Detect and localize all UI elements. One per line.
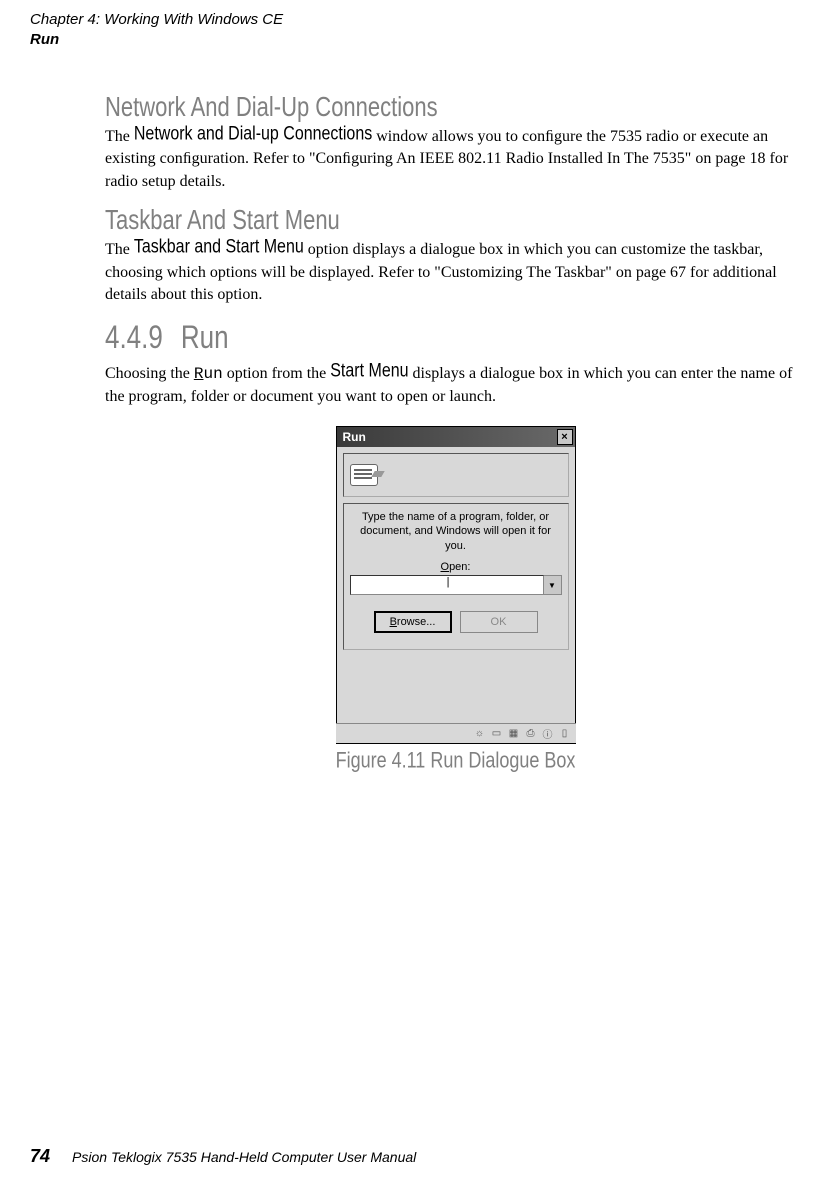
network-heading: Network And Dial-Up Connections	[105, 91, 806, 124]
content-area: Network And Dial-Up Connections The Netw…	[105, 94, 806, 771]
tray-icon[interactable]: ▭	[490, 727, 504, 741]
button-row: Browse... OK	[350, 607, 562, 643]
taskbar-heading: Taskbar And Start Menu	[105, 204, 806, 237]
taskbar-row: ☼ ▭ ▦ ⎙ ⓘ ▯	[336, 723, 576, 743]
titlebar: Run ×	[337, 427, 575, 447]
page-number: 74	[30, 1146, 50, 1167]
footer-text: Psion Teklogix 7535 Hand-Held Computer U…	[72, 1149, 416, 1165]
run-heading-text: Run	[181, 318, 229, 356]
dialog-title: Run	[339, 430, 366, 444]
run-heading-number: 4.4.9	[105, 318, 163, 357]
input-row: | ▼	[350, 575, 562, 595]
dropdown-button[interactable]: ▼	[544, 575, 562, 595]
tray-icon[interactable]: ☼	[473, 727, 487, 741]
run-heading: 4.4.9 Run	[105, 318, 806, 357]
network-term: Network and Dial-up Connections	[134, 122, 372, 149]
page-footer: 74 Psion Teklogix 7535 Hand-Held Compute…	[30, 1146, 416, 1167]
icon-panel	[343, 453, 569, 497]
run-underline: R	[194, 365, 204, 383]
network-body: The Network and Dial-up Connections wind…	[105, 126, 806, 193]
taskbar-term: Taskbar and Start Menu	[134, 235, 304, 262]
close-button[interactable]: ×	[557, 429, 573, 445]
start-menu-term: Start Menu	[330, 359, 408, 386]
run-body: Choosing the Run option from the Start M…	[105, 363, 806, 408]
open-label: Open:	[350, 561, 562, 573]
dialog-body: Type the name of a program, folder, or d…	[337, 447, 575, 656]
instruction-text: Type the name of a program, folder, or d…	[350, 510, 562, 553]
chevron-down-icon: ▼	[548, 581, 556, 590]
tray-icon[interactable]: ▯	[558, 727, 572, 741]
section-title: Run	[30, 30, 806, 50]
main-panel: Type the name of a program, folder, or d…	[343, 503, 569, 650]
figure-container: Run × Type the name of a program, folder…	[105, 426, 806, 771]
browse-button[interactable]: Browse...	[374, 611, 452, 633]
chapter-title: Chapter 4: Working With Windows CE	[30, 10, 806, 30]
figure-caption: Figure 4.11 Run Dialogue Box	[105, 748, 806, 774]
run-dialog: Run × Type the name of a program, folder…	[336, 426, 576, 744]
taskbar-body: The Taskbar and Start Menu option displa…	[105, 239, 806, 306]
open-input[interactable]: |	[350, 575, 544, 595]
run-icon	[350, 464, 378, 486]
close-icon: ×	[561, 431, 567, 443]
ok-button[interactable]: OK	[460, 611, 538, 633]
page-header: Chapter 4: Working With Windows CE Run	[30, 10, 806, 49]
tray-icon[interactable]: ⓘ	[541, 727, 555, 741]
tray-icon[interactable]: ▦	[507, 727, 521, 741]
tray-icon[interactable]: ⎙	[524, 727, 538, 741]
